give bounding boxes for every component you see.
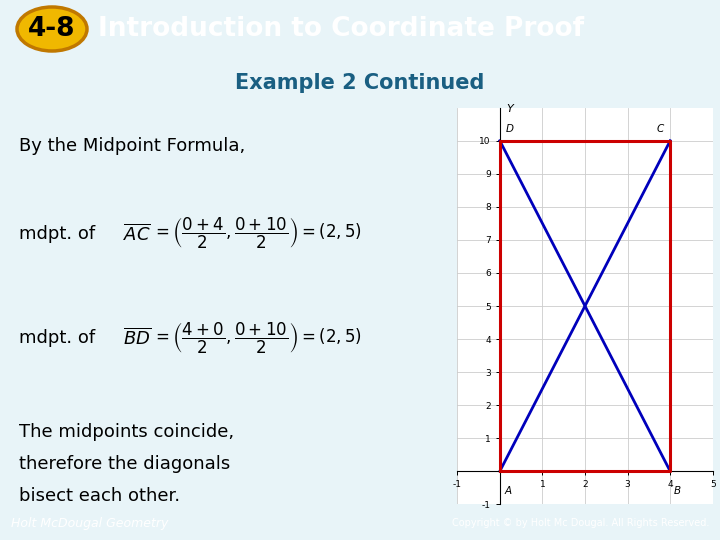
Text: $\overline{AC}$: $\overline{AC}$ — [123, 223, 151, 244]
Text: Introduction to Coordinate Proof: Introduction to Coordinate Proof — [98, 16, 584, 42]
Text: $= \left(\dfrac{4+0}{2},\dfrac{0+10}{2}\right) = (2,5)$: $= \left(\dfrac{4+0}{2},\dfrac{0+10}{2}\… — [152, 321, 362, 356]
Text: C: C — [657, 124, 664, 134]
Text: mdpt. of: mdpt. of — [19, 225, 96, 242]
Text: Holt McDougal Geometry: Holt McDougal Geometry — [11, 517, 168, 530]
Text: 4-8: 4-8 — [28, 16, 76, 42]
Text: bisect each other.: bisect each other. — [19, 487, 181, 505]
Text: Example 2 Continued: Example 2 Continued — [235, 73, 485, 93]
Text: D: D — [506, 124, 514, 134]
Text: $\overline{BD}$: $\overline{BD}$ — [123, 328, 151, 348]
Text: Copyright © by Holt Mc Dougal. All Rights Reserved.: Copyright © by Holt Mc Dougal. All Right… — [452, 518, 709, 529]
Text: therefore the diagonals: therefore the diagonals — [19, 455, 230, 472]
Text: A: A — [505, 486, 512, 496]
Text: The midpoints coincide,: The midpoints coincide, — [19, 423, 235, 441]
Text: Y: Y — [506, 104, 513, 114]
Text: B: B — [674, 486, 680, 496]
Text: $= \left(\dfrac{0+4}{2},\dfrac{0+10}{2}\right) = (2,5)$: $= \left(\dfrac{0+4}{2},\dfrac{0+10}{2}\… — [152, 216, 362, 251]
Text: By the Midpoint Formula,: By the Midpoint Formula, — [19, 137, 246, 155]
Ellipse shape — [17, 7, 87, 51]
Text: mdpt. of: mdpt. of — [19, 329, 96, 347]
